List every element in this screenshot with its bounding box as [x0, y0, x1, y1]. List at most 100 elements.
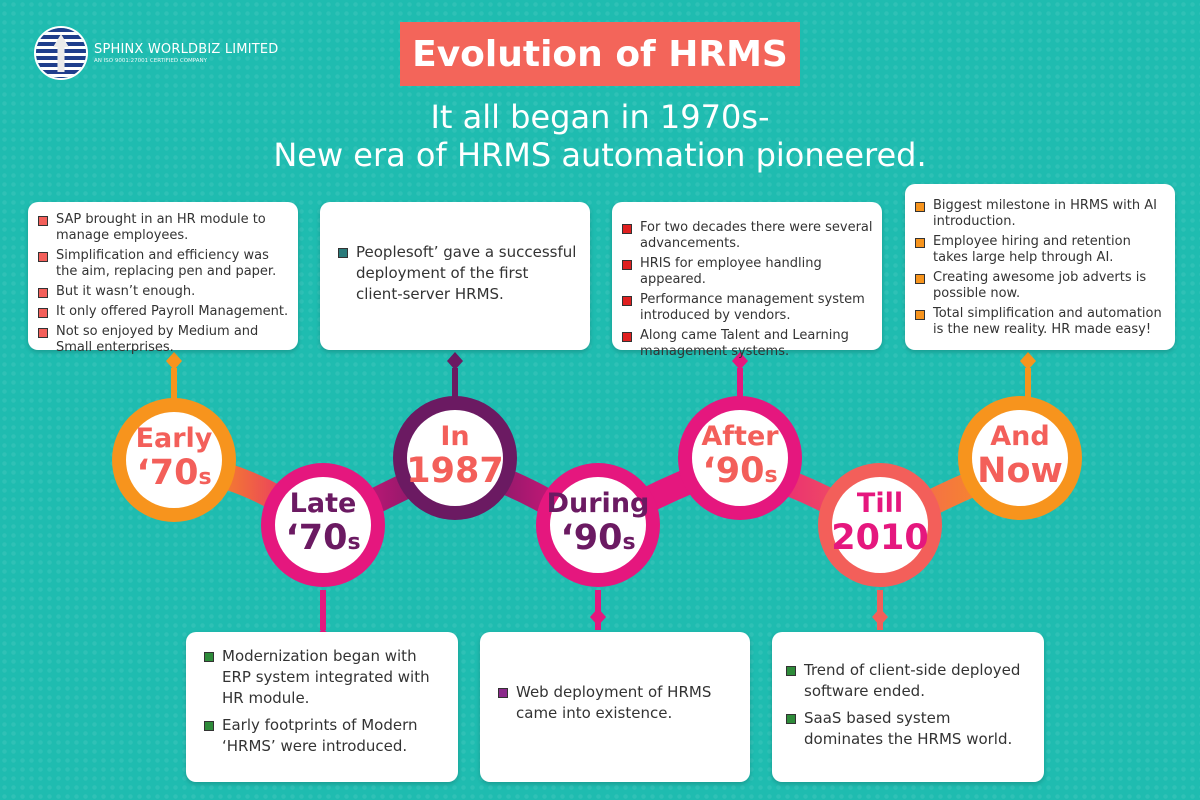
milestone-line1: Till: [856, 488, 904, 519]
card-list-item: SaaS based system dominates the HRMS wor…: [786, 708, 1032, 750]
card-list-item-text: Along came Talent and Learning managemen…: [640, 328, 849, 359]
square-bullet-icon: [38, 328, 48, 338]
milestone-in-1987: In 1987: [385, 422, 525, 495]
card-early-70s: SAP brought in an HR module to manage em…: [28, 202, 298, 355]
logo-emblem-icon: [36, 28, 86, 78]
card-list-item-text: Performance management system introduced…: [640, 292, 865, 323]
card-list-item-text: HRIS for employee handling appeared.: [640, 256, 822, 287]
milestone-line1: During: [546, 488, 650, 519]
square-bullet-icon: [915, 202, 925, 212]
square-bullet-icon: [622, 260, 632, 270]
card-in-1987: Peoplesoft’ gave a successful deployment…: [320, 202, 590, 350]
square-bullet-icon: [338, 248, 348, 258]
square-bullet-icon: [38, 308, 48, 318]
card-list-item-text: For two decades there were several advan…: [640, 220, 873, 251]
milestone-after-90s: After ‘90s: [670, 422, 810, 495]
card-list-item: Web deployment of HRMS came into existen…: [498, 682, 738, 724]
square-bullet-icon: [786, 666, 796, 676]
card-list-item: HRIS for employee handling appeared.: [622, 256, 876, 288]
milestone-line2: ‘90s: [702, 451, 778, 491]
card-list-item-text: Not so enjoyed by Medium and Small enter…: [56, 324, 259, 355]
milestone-line1: In: [440, 421, 470, 452]
card-list-item: Total simplification and automation is t…: [915, 306, 1167, 338]
logo-name: SPHINX WORLDBIZ LIMITED: [94, 42, 279, 57]
card-list-item-text: Creating awesome job adverts is possible…: [933, 270, 1147, 301]
square-bullet-icon: [622, 296, 632, 306]
square-bullet-icon: [915, 238, 925, 248]
card-list-item: Modernization began with ERP system inte…: [204, 646, 446, 709]
card-list-item-text: Total simplification and automation is t…: [933, 306, 1162, 337]
page-title: Evolution of HRMS: [400, 22, 800, 86]
card-list-item-text: Biggest milestone in HRMS with AI introd…: [933, 198, 1157, 229]
milestone-line2: ‘90s: [560, 518, 636, 558]
card-list: Modernization began with ERP system inte…: [204, 646, 446, 757]
milestone-and-now: And Now: [950, 422, 1090, 495]
card-and-now: Biggest milestone in HRMS with AI introd…: [905, 184, 1175, 350]
card-list-item: Early footprints of Modern ‘HRMS’ were i…: [204, 715, 446, 757]
card-list-item: Performance management system introduced…: [622, 292, 876, 324]
card-list-item-text: Modernization began with ERP system inte…: [222, 647, 430, 707]
subtitle-line-1: It all began in 1970s-: [430, 98, 770, 136]
card-list-item: Biggest milestone in HRMS with AI introd…: [915, 198, 1167, 230]
card-list: For two decades there were several advan…: [622, 220, 876, 360]
card-list: Peoplesoft’ gave a successful deployment…: [338, 242, 578, 305]
card-list-item-text: Employee hiring and retention takes larg…: [933, 234, 1131, 265]
milestone-line2: 2010: [831, 518, 929, 558]
milestone-line1: And: [990, 421, 1050, 452]
square-bullet-icon: [915, 310, 925, 320]
card-list-item: Simplification and efficiency was the ai…: [38, 248, 290, 280]
subtitle: It all began in 1970s- New era of HRMS a…: [0, 98, 1200, 174]
card-list-item-text: It only offered Payroll Management.: [56, 304, 289, 319]
milestone-line1: After: [701, 421, 779, 452]
milestone-late-70s: Late ‘70s: [253, 489, 393, 562]
card-list: Web deployment of HRMS came into existen…: [498, 682, 738, 724]
square-bullet-icon: [786, 714, 796, 724]
card-list-item: Along came Talent and Learning managemen…: [622, 328, 876, 360]
milestone-line1: Early: [135, 423, 213, 454]
square-bullet-icon: [498, 688, 508, 698]
card-list-item-text: But it wasn’t enough.: [56, 284, 196, 299]
square-bullet-icon: [38, 288, 48, 298]
card-list-item-text: Trend of client-side deployed software e…: [804, 661, 1021, 700]
card-list-item-text: Simplification and efficiency was the ai…: [56, 248, 277, 279]
card-till-2010: Trend of client-side deployed software e…: [772, 632, 1044, 782]
card-list-item-text: Web deployment of HRMS came into existen…: [516, 683, 712, 722]
card-list-item: Peoplesoft’ gave a successful deployment…: [338, 242, 578, 305]
milestone-during-90s: During ‘90s: [528, 489, 668, 562]
subtitle-line-2: New era of HRMS automation pioneered.: [273, 136, 927, 174]
card-list: Biggest milestone in HRMS with AI introd…: [915, 198, 1167, 338]
milestone-line2: 1987: [406, 451, 504, 491]
square-bullet-icon: [915, 274, 925, 284]
card-during-90s: Web deployment of HRMS came into existen…: [480, 632, 750, 782]
card-list-item: But it wasn’t enough.: [38, 284, 290, 300]
card-list-item: SAP brought in an HR module to manage em…: [38, 212, 290, 244]
company-logo: SPHINX WORLDBIZ LIMITED AN ISO 9001:2700…: [36, 28, 279, 78]
card-list-item: Trend of client-side deployed software e…: [786, 660, 1032, 702]
card-list-item: For two decades there were several advan…: [622, 220, 876, 252]
card-list: Trend of client-side deployed software e…: [786, 660, 1032, 750]
card-list-item-text: Peoplesoft’ gave a successful deployment…: [356, 243, 577, 303]
milestone-line2: Now: [977, 451, 1063, 491]
milestone-till-2010: Till 2010: [810, 489, 950, 562]
square-bullet-icon: [38, 216, 48, 226]
square-bullet-icon: [622, 332, 632, 342]
milestone-line2: ‘70s: [136, 453, 212, 493]
card-list-item: It only offered Payroll Management.: [38, 304, 290, 320]
square-bullet-icon: [622, 224, 632, 234]
logo-tagline: AN ISO 9001:27001 CERTIFIED COMPANY: [94, 58, 207, 64]
square-bullet-icon: [204, 652, 214, 662]
card-list-item: Creating awesome job adverts is possible…: [915, 270, 1167, 302]
card-list-item-text: Early footprints of Modern ‘HRMS’ were i…: [222, 716, 418, 755]
milestone-line1: Late: [289, 488, 357, 519]
card-list-item-text: SAP brought in an HR module to manage em…: [56, 212, 266, 243]
square-bullet-icon: [204, 721, 214, 731]
square-bullet-icon: [38, 252, 48, 262]
card-list-item-text: SaaS based system dominates the HRMS wor…: [804, 709, 1013, 748]
card-late-70s: Modernization began with ERP system inte…: [186, 632, 458, 782]
card-list: SAP brought in an HR module to manage em…: [38, 212, 290, 356]
milestone-early-70s: Early ‘70s: [104, 424, 244, 497]
card-list-item: Employee hiring and retention takes larg…: [915, 234, 1167, 266]
card-list-item: Not so enjoyed by Medium and Small enter…: [38, 324, 290, 356]
card-after-90s: For two decades there were several advan…: [612, 202, 882, 359]
